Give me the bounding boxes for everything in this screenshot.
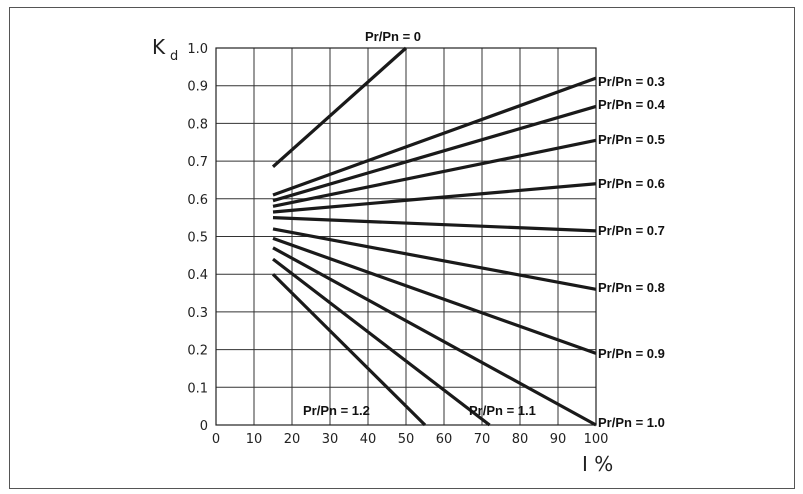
x-tick-label: 10	[246, 432, 263, 447]
series-line	[272, 182, 597, 214]
y-tick-label: 0.4	[187, 268, 208, 283]
x-axis-title: I %	[582, 452, 613, 476]
y-axis-title: K	[152, 35, 166, 59]
series-line	[272, 257, 491, 427]
series-line	[272, 216, 597, 233]
chart-frame	[9, 7, 795, 489]
x-tick-label: 50	[398, 432, 415, 447]
series-label: Pr/Pn = 0.9	[598, 346, 665, 361]
y-tick-label: 0.1	[187, 381, 208, 396]
x-tick-label: 30	[322, 432, 339, 447]
series-line	[272, 104, 597, 203]
x-tick-label: 90	[550, 432, 567, 447]
y-axis-title-subscript: d	[170, 49, 178, 64]
y-tick-label: 0.8	[187, 117, 208, 132]
x-tick-label: 40	[360, 432, 377, 447]
y-tick-label: 0.3	[187, 306, 208, 321]
x-tick-label: 80	[512, 432, 529, 447]
y-tick-label: 0.7	[187, 155, 208, 170]
y-tick-label: 0	[200, 419, 208, 434]
series-label: Pr/Pn = 0.8	[598, 280, 665, 295]
series-label: Pr/Pn = 0.4	[598, 97, 666, 112]
grid	[215, 47, 597, 426]
x-tick-label: 20	[284, 432, 301, 447]
series-label: Pr/Pn = 0.5	[598, 132, 665, 147]
y-tick-label: 0.5	[187, 231, 208, 246]
series-label: Pr/Pn = 0	[365, 29, 421, 44]
y-tick-label: 0.2	[187, 344, 208, 359]
x-tick-label: 60	[436, 432, 453, 447]
series-label: Pr/Pn = 1.0	[598, 415, 665, 430]
series-line	[272, 227, 597, 291]
y-axis-ticks: 0 0.1 0.2 0.3 0.4 0.5 0.6 0.7 0.8 0.9 1.0	[187, 42, 208, 434]
series-label: Pr/Pn = 0.3	[598, 74, 665, 89]
x-axis-ticks: 0 10 20 30 40 50 60 70 80 90 100	[212, 432, 609, 447]
series-line	[272, 76, 597, 197]
series-label: Pr/Pn = 0.7	[598, 223, 665, 238]
series-label: Pr/Pn = 0.6	[598, 176, 665, 191]
series-line	[272, 236, 597, 355]
curves	[271, 46, 597, 427]
series-line	[271, 273, 427, 427]
y-tick-label: 0.6	[187, 193, 208, 208]
y-tick-label: 0.9	[187, 80, 208, 95]
series-label: Pr/Pn = 1.1	[469, 403, 536, 418]
series-label: Pr/Pn = 1.2	[303, 403, 370, 418]
series-line	[271, 46, 408, 168]
curve-labels: Pr/Pn = 0 Pr/Pn = 0.3 Pr/Pn = 0.4 Pr/Pn = 0…	[303, 29, 666, 430]
x-tick-label: 0	[212, 432, 220, 447]
x-tick-label: 70	[474, 432, 491, 447]
series-line	[272, 138, 597, 208]
x-tick-label: 100	[584, 432, 609, 447]
y-tick-label: 1.0	[187, 42, 208, 57]
series-line	[272, 246, 597, 427]
